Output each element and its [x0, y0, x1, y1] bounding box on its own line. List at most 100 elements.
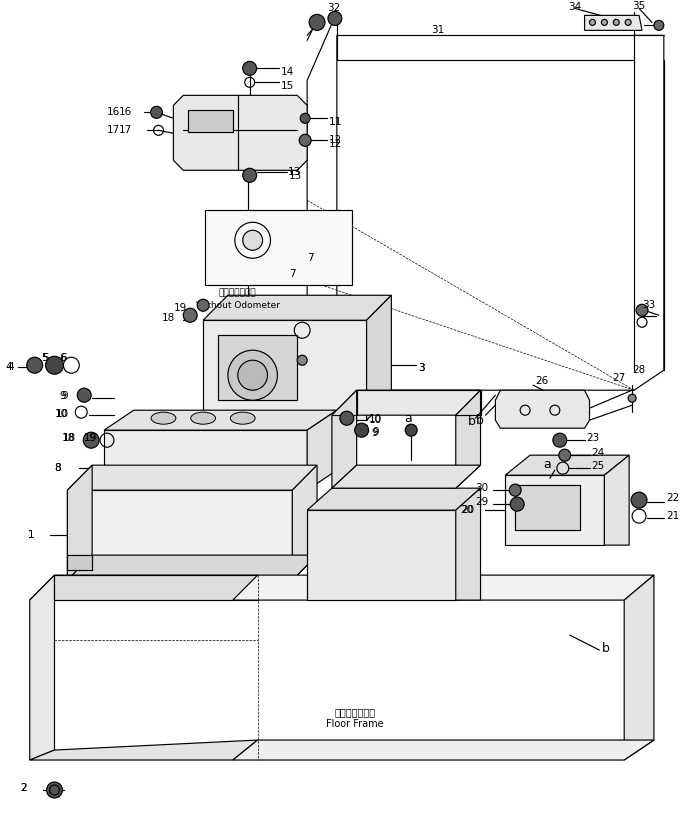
Text: 21: 21 [666, 511, 679, 521]
Text: 31: 31 [431, 25, 444, 35]
Circle shape [197, 299, 209, 312]
Polygon shape [292, 465, 317, 580]
Text: a: a [543, 457, 551, 471]
Text: 10: 10 [368, 415, 381, 425]
Text: 2: 2 [20, 783, 27, 793]
Text: 27: 27 [612, 373, 626, 383]
Text: 7: 7 [307, 253, 314, 263]
Circle shape [510, 497, 524, 511]
Text: 8: 8 [54, 463, 61, 473]
Text: 17: 17 [107, 125, 121, 135]
Bar [218, 335, 297, 400]
Polygon shape [332, 465, 481, 488]
Text: 10: 10 [55, 409, 69, 419]
Text: 1: 1 [28, 530, 34, 540]
Text: Floor Frame: Floor Frame [326, 719, 383, 729]
Polygon shape [30, 575, 257, 600]
Circle shape [183, 308, 197, 322]
Text: 10: 10 [368, 414, 381, 424]
Text: 8: 8 [54, 463, 61, 473]
Circle shape [559, 449, 571, 461]
Polygon shape [104, 430, 307, 490]
Polygon shape [604, 455, 629, 545]
Circle shape [628, 394, 636, 402]
Circle shape [509, 484, 521, 496]
Text: 26: 26 [535, 377, 548, 387]
Polygon shape [307, 488, 481, 510]
Polygon shape [233, 740, 654, 760]
Text: 24: 24 [592, 448, 605, 458]
Text: 7: 7 [289, 269, 296, 279]
Circle shape [625, 19, 631, 25]
Circle shape [614, 19, 619, 25]
Text: 16: 16 [107, 107, 121, 117]
Bar [188, 110, 233, 132]
Text: フロアフレーム: フロアフレーム [334, 707, 375, 717]
Circle shape [340, 412, 353, 425]
Polygon shape [307, 410, 337, 490]
Polygon shape [456, 390, 481, 488]
Circle shape [405, 424, 417, 436]
Circle shape [328, 12, 342, 25]
Text: 13: 13 [287, 167, 300, 177]
Circle shape [238, 360, 268, 390]
Circle shape [355, 423, 368, 437]
Circle shape [631, 492, 647, 508]
Polygon shape [456, 488, 481, 600]
Text: a: a [405, 412, 412, 425]
Text: 18: 18 [63, 433, 76, 443]
Circle shape [242, 230, 263, 250]
Text: 19: 19 [84, 433, 97, 443]
Text: 19: 19 [84, 433, 97, 443]
Text: 6: 6 [59, 353, 66, 363]
Polygon shape [30, 575, 54, 760]
Polygon shape [203, 320, 366, 420]
Text: 1: 1 [28, 530, 34, 540]
Text: 9: 9 [59, 392, 66, 402]
Text: 12: 12 [329, 135, 342, 145]
Text: 11: 11 [329, 117, 342, 127]
Polygon shape [495, 390, 590, 428]
Polygon shape [67, 465, 92, 580]
Text: 4: 4 [8, 362, 14, 372]
Circle shape [654, 20, 664, 30]
Polygon shape [174, 95, 307, 170]
Text: 22: 22 [666, 493, 679, 503]
Text: 10: 10 [54, 409, 67, 419]
Polygon shape [30, 740, 257, 760]
Text: 30: 30 [475, 483, 489, 493]
Text: 15: 15 [281, 82, 294, 92]
Circle shape [46, 357, 63, 374]
Text: 29: 29 [475, 497, 489, 507]
Ellipse shape [151, 412, 176, 424]
Polygon shape [624, 575, 654, 760]
Circle shape [27, 357, 43, 373]
Text: 16: 16 [119, 107, 132, 117]
Circle shape [636, 304, 648, 317]
Circle shape [151, 107, 163, 118]
Text: 25: 25 [592, 461, 605, 471]
Text: 5: 5 [43, 353, 49, 363]
Text: b: b [468, 415, 475, 427]
Text: 20: 20 [461, 505, 474, 515]
Text: 3: 3 [418, 363, 425, 373]
Polygon shape [332, 390, 481, 415]
Circle shape [309, 14, 325, 30]
Text: 6: 6 [61, 353, 67, 363]
Polygon shape [67, 555, 92, 570]
Text: 9: 9 [61, 392, 68, 402]
Text: 3: 3 [418, 363, 425, 373]
Text: b: b [475, 414, 484, 426]
Text: 17: 17 [119, 125, 132, 135]
Circle shape [300, 113, 310, 123]
Circle shape [590, 19, 595, 25]
Polygon shape [67, 490, 292, 580]
Ellipse shape [191, 412, 215, 424]
Circle shape [77, 388, 91, 402]
Ellipse shape [230, 412, 255, 424]
Text: Without Odometer: Without Odometer [196, 301, 280, 310]
Polygon shape [104, 410, 337, 430]
Circle shape [553, 433, 567, 447]
Circle shape [299, 134, 311, 147]
Text: 33: 33 [642, 300, 655, 310]
